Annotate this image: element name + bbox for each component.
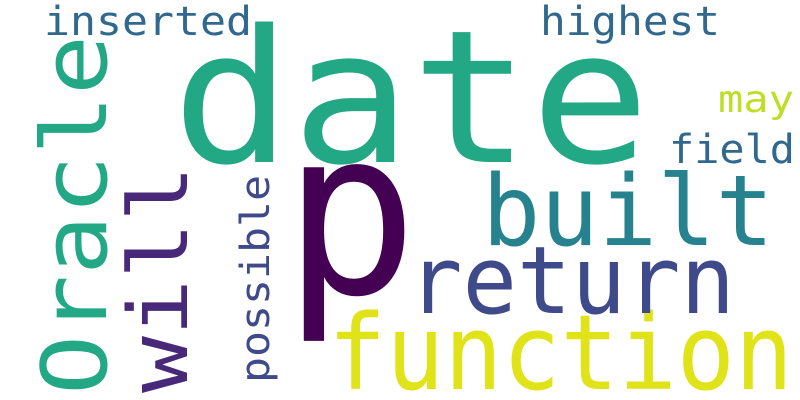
word-field: field [669,127,795,173]
word-built: built [482,155,774,269]
word-oracle: Oracle [23,35,128,395]
word-will: will [112,165,207,393]
word-return: return [408,227,735,336]
word-inserted: inserted [44,0,252,45]
word-date: date [172,0,650,206]
word-possible: possible [233,175,279,383]
word-p: p [283,81,418,348]
word-function: function [328,292,793,400]
word-may: may [718,78,794,121]
word-highest: highest [540,0,720,45]
